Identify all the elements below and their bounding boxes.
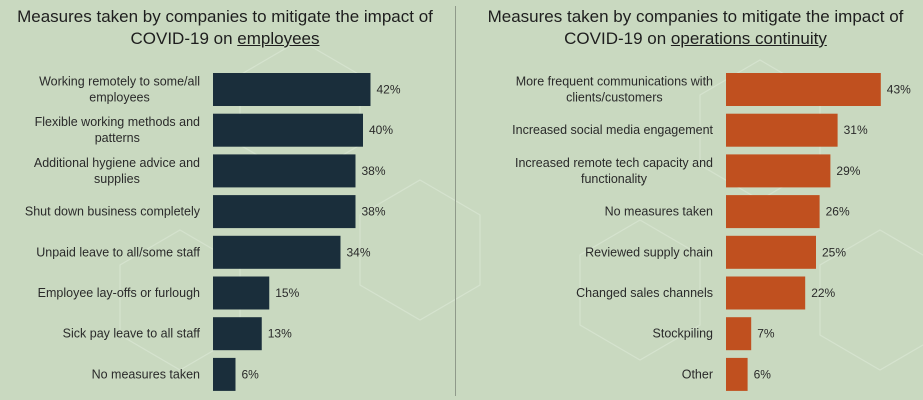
employees-bar-4 [213, 235, 341, 269]
employees-bar-7 [213, 357, 236, 391]
operations-value-label-2: 29% [836, 164, 860, 178]
operations-bar-1 [726, 113, 838, 147]
employees-value-label-7: 6% [242, 367, 260, 381]
employees-bar-0 [213, 73, 371, 106]
operations-bar-2 [726, 154, 831, 188]
employees-value-label-5: 15% [275, 286, 299, 300]
operations-category-label-6: Stockpiling [653, 327, 713, 341]
employees-bar-6 [213, 317, 262, 351]
employees-bar-5 [213, 276, 270, 310]
employees-value-label-1: 40% [369, 123, 393, 137]
employees-chart-panel: Measures taken by companies to mitigate … [0, 0, 450, 400]
employees-category-label-0: Working remotely to some/all employees [39, 75, 200, 105]
title-line-2-prefix: COVID-19 on [130, 29, 238, 48]
employees-bar-1 [213, 113, 363, 147]
employees-bar-chart: 42% Working remotely to some/all employees… [25, 73, 401, 391]
employees-category-label-3: Shut down business completely [25, 205, 201, 219]
employees-category-label-7: No measures taken [92, 367, 200, 381]
title-underlined-term: operations continuity [670, 29, 827, 48]
operations-chart-panel: Measures taken by companies to mitigate … [468, 0, 923, 400]
operations-value-label-1: 31% [844, 123, 868, 137]
operations-chart-title: Measures taken by companies to mitigate … [468, 6, 923, 50]
panel-divider [455, 6, 456, 396]
operations-category-label-3: No measures taken [605, 205, 713, 219]
employees-category-label-5: Employee lay-offs or furlough [38, 286, 200, 300]
operations-bar-4 [726, 235, 816, 269]
operations-bar-6 [726, 317, 752, 351]
operations-value-label-0: 43% [887, 83, 911, 97]
employees-category-label-6: Sick pay leave to all staff [63, 327, 201, 341]
employees-category-label-2: Additional hygiene advice and supplies [34, 156, 200, 186]
employees-value-label-0: 42% [377, 83, 401, 97]
operations-bar-chart: 43% More frequent communications with clie… [512, 73, 911, 391]
operations-bar-0 [726, 73, 881, 106]
operations-value-label-3: 26% [826, 205, 850, 219]
title-line-2: COVID-19 on operations continuity [468, 28, 923, 50]
operations-value-label-4: 25% [822, 245, 846, 259]
title-line-2: COVID-19 on employees [0, 28, 450, 50]
operations-bar-5 [726, 276, 806, 310]
operations-value-label-6: 7% [757, 327, 775, 341]
operations-value-label-5: 22% [811, 286, 835, 300]
employees-bar-2 [213, 154, 356, 188]
title-line-1: Measures taken by companies to mitigate … [17, 7, 433, 26]
operations-value-label-7: 6% [754, 367, 772, 381]
operations-category-label-0: More frequent communications with clients… [516, 75, 713, 105]
employees-chart-title: Measures taken by companies to mitigate … [0, 6, 450, 50]
operations-category-label-2: Increased remote tech capacity and functi… [515, 156, 713, 186]
employees-value-label-4: 34% [347, 245, 371, 259]
operations-category-label-5: Changed sales channels [576, 286, 713, 300]
operations-bar-7 [726, 357, 748, 391]
employees-value-label-2: 38% [362, 164, 386, 178]
title-underlined-term: employees [237, 29, 320, 48]
employees-category-label-1: Flexible working methods and patterns [35, 115, 200, 145]
employees-bar-3 [213, 195, 356, 229]
title-line-1: Measures taken by companies to mitigate … [487, 7, 904, 26]
employees-value-label-3: 38% [362, 205, 386, 219]
employees-value-label-6: 13% [268, 327, 292, 341]
operations-bar-3 [726, 195, 820, 229]
employees-category-label-4: Unpaid leave to all/some staff [36, 245, 200, 259]
operations-category-label-4: Reviewed supply chain [585, 245, 713, 259]
title-line-2-prefix: COVID-19 on [564, 29, 671, 48]
operations-category-label-1: Increased social media engagement [512, 123, 713, 137]
operations-category-label-7: Other [682, 367, 713, 381]
